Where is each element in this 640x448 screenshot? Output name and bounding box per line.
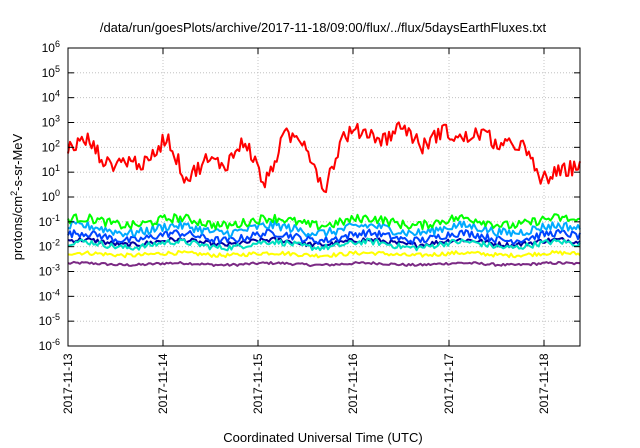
series-line: [67, 121, 581, 194]
x-tick-label: 2017-11-17: [442, 353, 456, 414]
y-tick-label: 10-3: [39, 263, 60, 279]
y-tick-label: 10-1: [39, 213, 60, 229]
y-axis-label-sup: 2: [9, 191, 19, 196]
y-tick-label: 104: [42, 89, 60, 105]
series-line: [67, 213, 581, 231]
y-tick-label: 102: [42, 138, 60, 154]
series-line: [67, 260, 581, 268]
chart-title: /data/run/goesPlots/archive/2017-11-18/0…: [100, 20, 547, 35]
series-layer: [67, 121, 581, 268]
y-tick-label: 100: [42, 188, 60, 204]
y-tick-label: 10-4: [39, 287, 60, 303]
grid: [68, 48, 580, 346]
series-line: [67, 250, 581, 259]
y-tick-label: 103: [42, 114, 60, 130]
x-axis-label: Coordinated Universal Time (UTC): [223, 430, 422, 445]
series-line: [67, 220, 581, 239]
x-axis-ticks: 2017-11-13 2017-11-14 2017-11-15 2017-11-16…: [61, 48, 551, 414]
y-tick-label: 10-6: [39, 337, 60, 353]
series-line: [67, 237, 581, 252]
y-axis-label-post: -s-sr-MeV: [10, 133, 25, 190]
x-tick-label: 2017-11-16: [346, 353, 360, 414]
x-tick-label: 2017-11-18: [537, 353, 551, 414]
y-axis-label: protons/cm2-s-sr-MeV: [9, 133, 25, 260]
y-tick-label: 105: [42, 64, 60, 80]
x-tick-label: 2017-11-15: [251, 353, 265, 414]
x-tick-label: 2017-11-13: [61, 353, 75, 414]
y-tick-label: 106: [42, 39, 60, 55]
y-axis-label-pre: protons/cm: [10, 196, 25, 260]
x-tick-label: 2017-11-14: [156, 353, 170, 414]
y-tick-label: 101: [42, 163, 60, 179]
y-tick-label: 10-2: [39, 238, 60, 254]
series-line: [67, 228, 581, 245]
y-axis-ticks: 10-6 10-5 10-4 10-3 10-2 10-1 100 101 102 103 104 1…: [39, 39, 580, 353]
y-tick-label: 10-5: [39, 312, 60, 328]
